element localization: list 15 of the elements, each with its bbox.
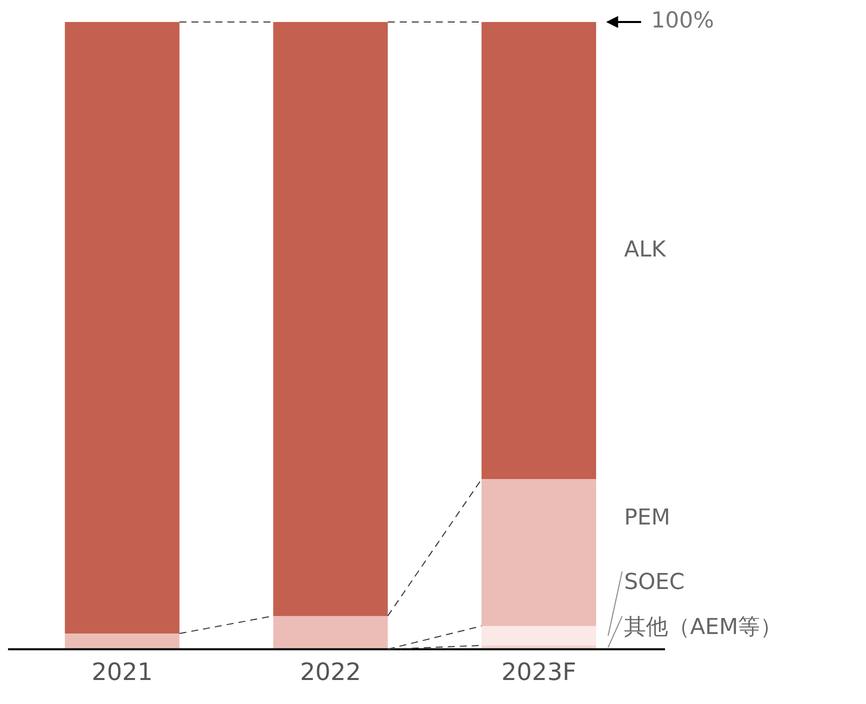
x-tick-label: 2023F	[501, 658, 576, 686]
bar	[482, 626, 596, 646]
bar	[64, 634, 180, 650]
x-tick-label: 2022	[300, 658, 362, 686]
bar	[482, 479, 596, 626]
series-label: SOEC	[624, 570, 685, 596]
x-tick-label: 2021	[92, 658, 153, 686]
annotation: 100%	[651, 8, 714, 34]
series-label: ALK	[624, 237, 666, 262]
bar	[273, 616, 388, 650]
series-label: 其他（AEM等）	[624, 614, 782, 640]
bar	[273, 22, 388, 616]
bar	[482, 22, 596, 480]
series-label: PEM	[624, 506, 670, 531]
bar	[64, 22, 180, 634]
